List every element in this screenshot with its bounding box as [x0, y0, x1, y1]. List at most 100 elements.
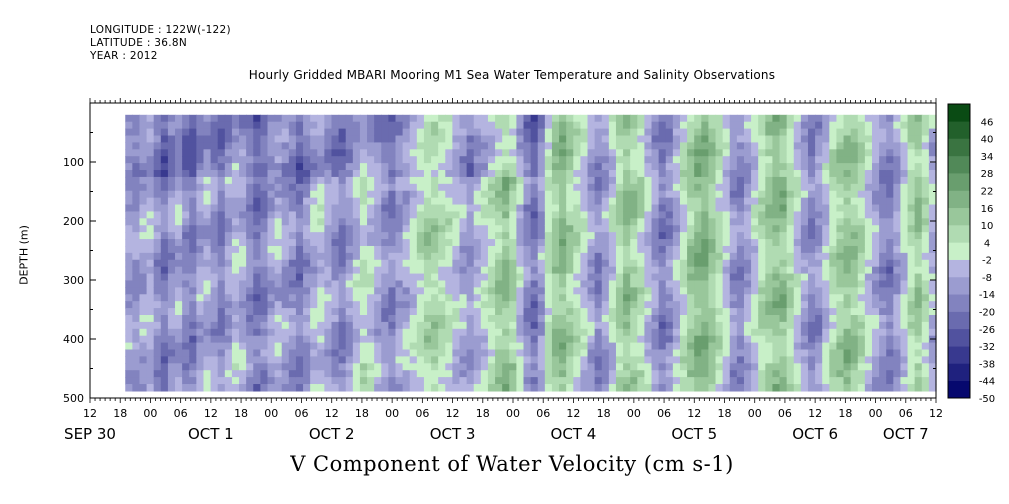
heatmap-cell — [793, 211, 802, 219]
colorbar-swatch — [948, 121, 970, 139]
heatmap-cell — [687, 245, 695, 254]
heatmap-cell — [388, 176, 397, 185]
heatmap-cell — [139, 211, 148, 219]
heatmap-cell — [317, 163, 325, 171]
heatmap-cell — [160, 384, 169, 392]
heatmap-cell — [153, 252, 162, 261]
heatmap-cell — [146, 259, 155, 268]
heatmap-cell — [452, 142, 461, 150]
heatmap-cell — [487, 149, 496, 157]
heatmap-cell — [779, 211, 788, 219]
heatmap-cell — [487, 218, 496, 226]
x-hour-label: 00 — [506, 407, 520, 420]
heatmap-cell — [274, 128, 283, 137]
heatmap-cell — [722, 377, 731, 385]
heatmap-cell — [516, 342, 525, 351]
heatmap-cell — [345, 266, 354, 275]
heatmap-cell — [665, 308, 674, 316]
heatmap-cell — [423, 245, 432, 254]
heatmap-cell — [566, 156, 574, 164]
heatmap-cell — [431, 170, 439, 178]
heatmap-cell — [743, 121, 752, 130]
heatmap-cell — [658, 163, 667, 171]
heatmap-cell — [409, 294, 418, 302]
heatmap-cell — [743, 384, 752, 392]
heatmap-cell — [864, 156, 873, 164]
colorbar-swatch — [948, 225, 970, 243]
heatmap-cell — [701, 321, 710, 330]
heatmap-cell — [687, 335, 695, 344]
heatmap-cell — [580, 135, 589, 144]
heatmap-cell — [338, 370, 347, 378]
heatmap-cell — [651, 163, 660, 171]
heatmap-cell — [480, 232, 489, 240]
heatmap-cell — [800, 225, 809, 233]
heatmap-cell — [423, 121, 432, 130]
heatmap-cell — [914, 135, 923, 144]
heatmap-cell — [231, 135, 240, 144]
heatmap-cell — [857, 114, 866, 123]
heatmap-cell — [815, 170, 823, 178]
heatmap-cell — [139, 176, 148, 185]
heatmap-cell — [736, 204, 745, 213]
heatmap-cell — [167, 156, 176, 164]
heatmap-cell — [594, 377, 603, 385]
heatmap-cell — [402, 308, 411, 316]
heatmap-cell — [487, 135, 496, 144]
heatmap-cell — [303, 335, 311, 344]
heatmap-cell — [736, 128, 745, 137]
heatmap-cell — [779, 294, 788, 302]
heatmap-cell — [715, 308, 724, 316]
heatmap-cell — [409, 114, 418, 123]
heatmap-cell — [260, 259, 269, 268]
heatmap-cell — [402, 211, 411, 219]
heatmap-cell — [246, 349, 254, 357]
heatmap-cell — [153, 142, 162, 150]
heatmap-cell — [715, 370, 724, 378]
heatmap-cell — [530, 335, 539, 344]
heatmap-cell — [701, 342, 710, 351]
heatmap-cell — [786, 314, 795, 323]
heatmap-cell — [523, 363, 532, 371]
heatmap-cell — [132, 349, 141, 357]
heatmap-cell — [658, 190, 667, 199]
heatmap-cell — [779, 114, 788, 123]
x-hour-label: 06 — [536, 407, 550, 420]
heatmap-cell — [495, 384, 503, 392]
heatmap-cell — [516, 218, 525, 226]
heatmap-cell — [310, 301, 318, 309]
heatmap-cell — [793, 183, 802, 192]
heatmap-cell — [409, 363, 418, 371]
heatmap-cell — [359, 308, 368, 316]
heatmap-cell — [559, 183, 567, 192]
heatmap-cell — [374, 321, 382, 330]
heatmap-cell — [623, 218, 631, 226]
heatmap-cell — [551, 232, 560, 240]
heatmap-cell — [431, 114, 439, 123]
heatmap-cell — [189, 204, 197, 213]
heatmap-cell — [679, 370, 688, 378]
heatmap-cell — [722, 156, 731, 164]
heatmap-cell — [637, 287, 646, 295]
heatmap-cell — [416, 239, 425, 247]
heatmap-cell — [267, 273, 276, 282]
heatmap-cell — [893, 314, 902, 323]
heatmap-cell — [708, 142, 717, 150]
heatmap-cell — [928, 370, 937, 378]
heatmap-cell — [871, 156, 880, 164]
heatmap-cell — [779, 218, 788, 226]
heatmap-cell — [765, 225, 774, 233]
heatmap-cell — [559, 149, 567, 157]
heatmap-cell — [708, 128, 717, 137]
heatmap-cell — [402, 121, 411, 130]
heatmap-cell — [509, 163, 517, 171]
heatmap-cell — [886, 232, 894, 240]
heatmap-cell — [665, 218, 674, 226]
heatmap-cell — [864, 128, 873, 137]
heatmap-cell — [850, 294, 859, 302]
heatmap-cell — [352, 211, 361, 219]
heatmap-cell — [224, 342, 233, 351]
heatmap-cell — [928, 128, 937, 137]
heatmap-cell — [630, 294, 638, 302]
heatmap-cell — [338, 349, 347, 357]
